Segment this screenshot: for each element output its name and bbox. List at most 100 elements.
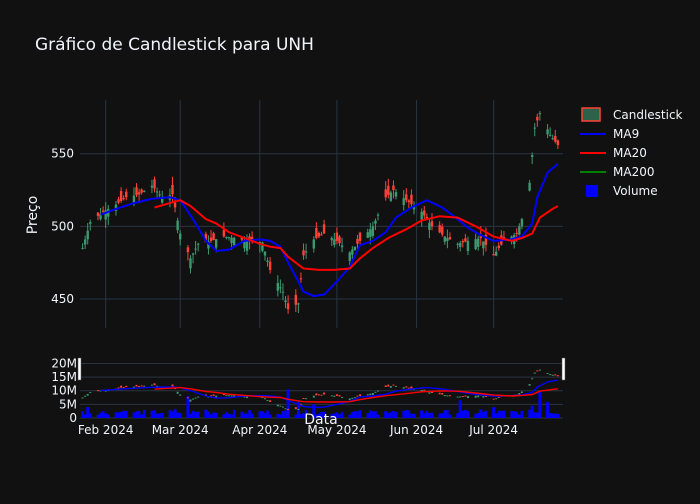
candle-body: [384, 189, 387, 198]
candle-body: [412, 206, 416, 210]
volume-bar: [209, 414, 213, 418]
legend-item-ma20[interactable]: MA20: [580, 146, 647, 160]
candle-body: [99, 213, 102, 220]
candle-body: [304, 251, 308, 253]
volume-bar: [402, 410, 406, 418]
mini-candle: [89, 392, 92, 394]
volume-bar: [518, 414, 521, 418]
volume-bar: [312, 404, 316, 418]
mini-candle: [528, 384, 531, 386]
volume-bar: [500, 411, 503, 418]
volume-bar: [258, 411, 262, 418]
price-tick-labels: 450 500 550: [51, 147, 74, 306]
candle-body: [348, 252, 351, 261]
volume-bar: [196, 411, 200, 418]
candle-body: [286, 303, 290, 310]
volume-bar: [422, 413, 426, 418]
candle-body: [312, 239, 315, 249]
legend-item-volume[interactable]: Volume: [586, 184, 658, 198]
candle-body: [497, 245, 500, 249]
volume-bar: [420, 410, 424, 418]
mini-candle: [281, 406, 284, 408]
mini-candle: [156, 385, 159, 387]
mini-candle: [443, 395, 446, 397]
legend-label: MA200: [613, 165, 654, 179]
volume-bar: [160, 412, 164, 418]
candle-body: [456, 243, 459, 245]
volume-tick-label: 0: [69, 411, 77, 425]
mini-candle: [353, 397, 356, 399]
mini-candle: [179, 394, 182, 396]
mini-candle: [497, 396, 500, 398]
volume-bar: [464, 409, 467, 418]
volume-bar: [250, 413, 254, 418]
candle-body: [281, 291, 285, 293]
volume-bar: [335, 412, 339, 418]
candle-body: [204, 233, 208, 243]
volume-bar: [204, 409, 208, 418]
rangeslider-handle-right[interactable]: [561, 357, 566, 381]
volume-bar: [155, 413, 159, 418]
mini-candle: [287, 408, 290, 411]
mini-candle: [222, 393, 225, 396]
candle-body: [161, 197, 164, 203]
candle-body: [459, 243, 462, 247]
candle-body: [533, 127, 536, 129]
mini-candle: [405, 386, 408, 388]
candle-body: [530, 155, 534, 157]
volume-bar: [456, 413, 459, 418]
candle-body: [548, 134, 552, 136]
mini-candle: [531, 378, 534, 380]
candle-body: [135, 187, 138, 195]
volume-bar: [351, 411, 354, 418]
candle-body: [132, 195, 136, 205]
volume-bar: [248, 410, 251, 418]
volume-bar: [376, 414, 380, 418]
volume-bar: [153, 410, 156, 418]
volume-bar: [425, 410, 429, 418]
candle-body: [479, 234, 482, 238]
mini-candle: [269, 400, 272, 402]
volume-bar: [546, 402, 550, 418]
candle-body: [474, 239, 477, 250]
mini-candle: [330, 395, 333, 397]
mini-series-line-ma9: [100, 379, 559, 409]
volume-bar: [83, 414, 87, 418]
mini-candle: [461, 396, 464, 398]
candle-body: [402, 198, 405, 206]
volume-bar: [140, 414, 143, 418]
candle-body: [443, 236, 447, 242]
candle-body: [212, 233, 215, 240]
mini-candle: [456, 396, 459, 398]
candle-body: [322, 224, 326, 234]
volume-bar: [510, 411, 513, 418]
rangeslider-handle-left[interactable]: [77, 357, 82, 381]
legend-item-ma9[interactable]: MA9: [580, 127, 639, 141]
candle-body: [279, 287, 282, 289]
candle-body: [407, 200, 411, 203]
price-tick-label: 450: [51, 292, 74, 306]
mini-candle: [338, 395, 341, 397]
volume-tick-label: 15M: [51, 370, 77, 384]
legend-item-ma200[interactable]: MA200: [580, 165, 654, 179]
legend-item-candlestick[interactable]: Candlestick: [581, 107, 683, 122]
mini-candle: [446, 395, 449, 397]
price-grid: [80, 153, 563, 300]
candle-body: [330, 237, 333, 241]
candle-body: [466, 240, 470, 252]
candle-body: [554, 135, 557, 142]
mini-candle: [474, 395, 477, 398]
volume-bar: [551, 413, 555, 418]
date-tick-label: Jul 2024: [468, 423, 518, 437]
volume-bar: [389, 412, 393, 418]
candle-body: [366, 232, 369, 238]
mini-candle: [448, 395, 451, 397]
volume-tick-label: 5M: [59, 397, 77, 411]
candle-body: [209, 237, 213, 241]
candle-body: [81, 248, 84, 250]
volume-bar: [304, 409, 308, 418]
x-axis-label: Data: [304, 412, 337, 428]
legend-label: Candlestick: [613, 108, 683, 122]
candle-body: [482, 241, 485, 249]
mini-candle: [430, 391, 433, 393]
